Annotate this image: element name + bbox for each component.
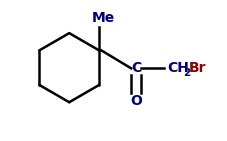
Text: C: C	[131, 61, 141, 75]
Text: O: O	[130, 94, 142, 108]
Text: CH: CH	[167, 61, 189, 75]
Text: Me: Me	[92, 11, 115, 25]
Text: 2: 2	[183, 68, 190, 78]
Text: Br: Br	[188, 61, 206, 75]
